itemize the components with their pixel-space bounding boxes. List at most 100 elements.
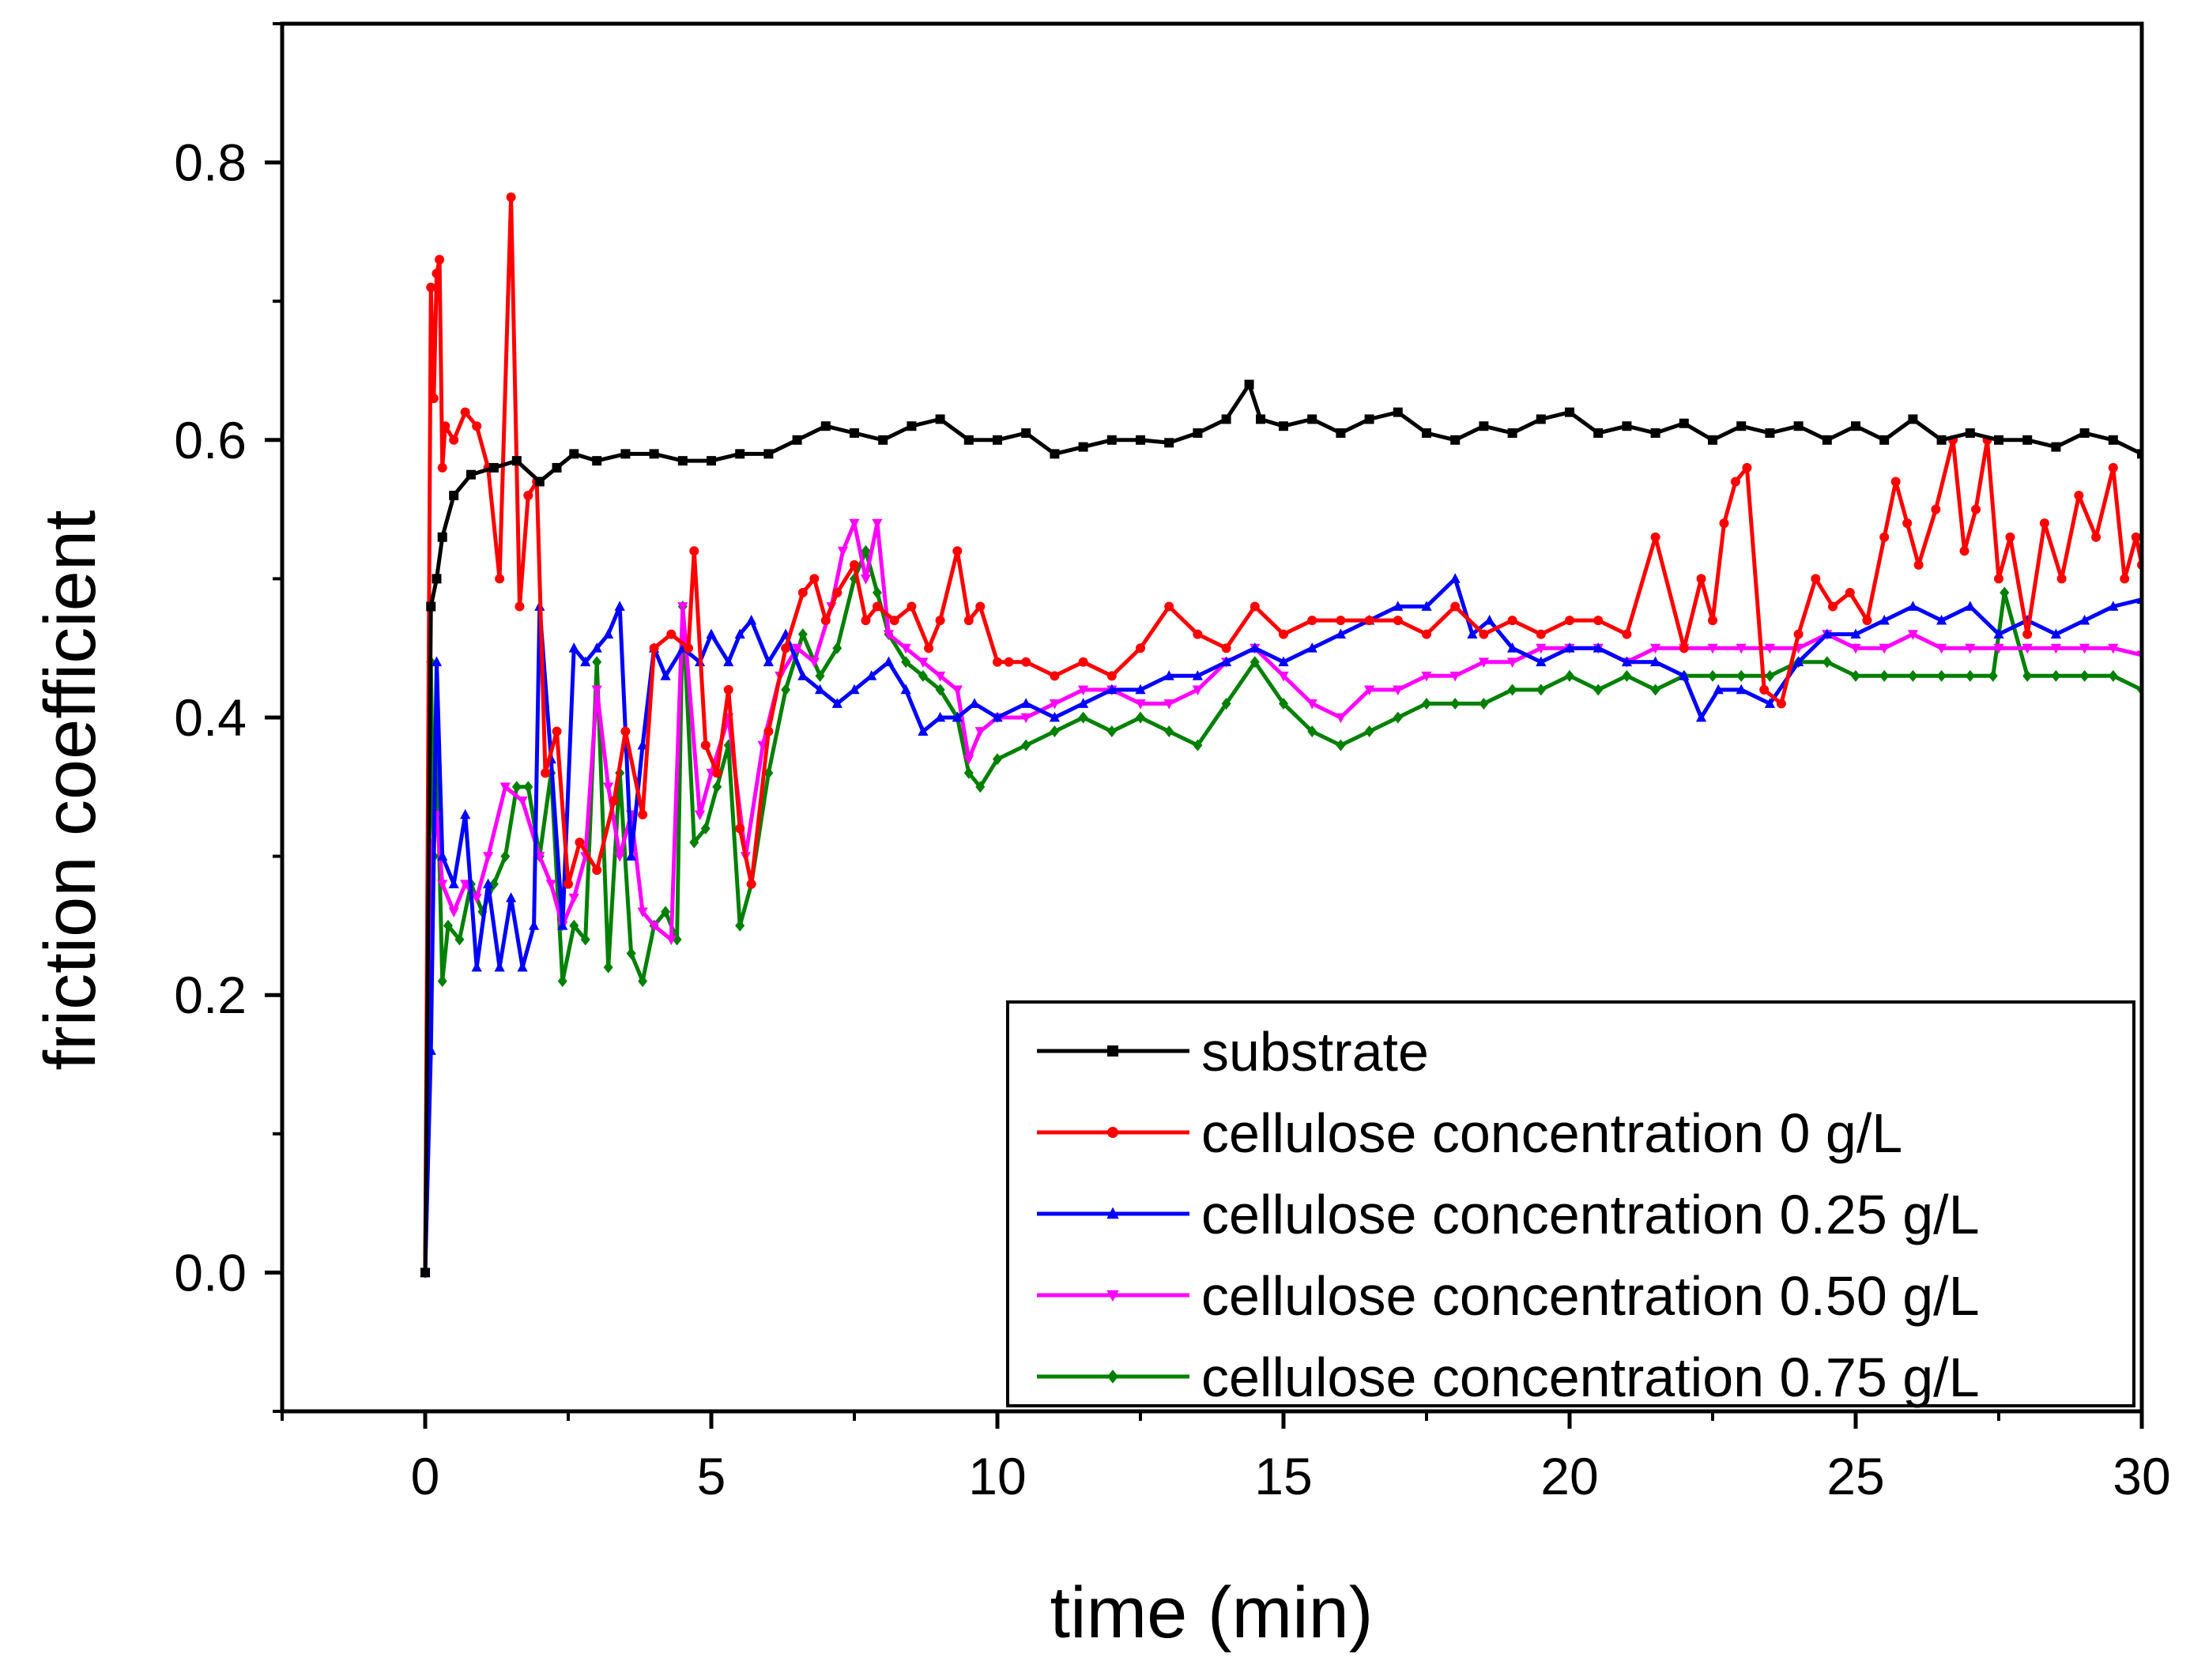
- data-point: [1936, 614, 1947, 625]
- data-point: [1050, 449, 1060, 459]
- data-point: [1593, 428, 1604, 439]
- data-point: [431, 656, 443, 667]
- legend-swatch-marker: [1107, 1369, 1118, 1384]
- data-point: [426, 282, 436, 292]
- data-point: [723, 656, 734, 667]
- data-point: [735, 449, 745, 459]
- data-point: [437, 850, 448, 861]
- data-point: [993, 657, 1002, 667]
- data-point: [1135, 699, 1146, 710]
- data-point: [1650, 656, 1661, 667]
- data-point: [620, 449, 631, 459]
- data-point: [1679, 643, 1689, 654]
- data-point: [591, 685, 602, 696]
- data-point: [1050, 725, 1060, 738]
- data-point: [1622, 669, 1632, 682]
- data-point: [1450, 435, 1461, 445]
- data-point: [889, 616, 899, 626]
- data-point: [935, 671, 946, 682]
- data-point: [1049, 711, 1060, 722]
- data-point: [1279, 697, 1288, 710]
- data-point: [1479, 629, 1489, 639]
- data-point: [1936, 435, 1947, 445]
- data-point: [638, 809, 648, 819]
- data-point: [837, 546, 849, 557]
- data-point: [511, 781, 522, 793]
- data-point: [1393, 711, 1403, 724]
- data-point: [1250, 656, 1260, 669]
- data-point: [1364, 685, 1375, 696]
- data-point: [649, 449, 659, 459]
- data-point: [677, 602, 688, 612]
- data-point: [1764, 643, 1775, 654]
- data-point: [993, 753, 1002, 766]
- data-point: [677, 456, 688, 466]
- x-axis-title: time (min): [1050, 1573, 1374, 1653]
- data-point: [626, 947, 636, 960]
- data-point: [1907, 630, 1918, 640]
- data-point: [1679, 670, 1690, 680]
- data-point: [488, 462, 499, 473]
- data-point: [1695, 711, 1707, 722]
- data-point: [454, 933, 465, 946]
- series-1: [420, 379, 2142, 1278]
- data-point: [506, 892, 517, 902]
- data-point: [1221, 643, 1231, 654]
- data-point: [1679, 418, 1689, 428]
- data-point: [975, 601, 986, 612]
- data-point: [614, 601, 625, 611]
- data-point: [1136, 435, 1145, 445]
- legend-swatch-marker: [1107, 1127, 1118, 1138]
- data-point: [1221, 656, 1232, 667]
- legend-entry: substrate: [1037, 1021, 1429, 1083]
- data-point: [746, 614, 757, 625]
- data-point: [1106, 725, 1117, 738]
- data-point: [666, 629, 677, 639]
- data-point: [1908, 669, 1918, 682]
- data-point: [1822, 628, 1833, 639]
- data-point: [569, 919, 579, 932]
- data-point: [993, 435, 1002, 445]
- data-point: [2051, 669, 2061, 682]
- data-point: [935, 711, 946, 722]
- data-point: [849, 518, 860, 529]
- data-point: [541, 768, 551, 778]
- legend-swatch-marker: [1106, 1207, 1119, 1219]
- data-point: [1736, 684, 1747, 695]
- data-point: [1193, 629, 1203, 639]
- data-point: [437, 462, 447, 473]
- data-point: [592, 456, 602, 466]
- data-point: [1364, 616, 1374, 626]
- data-point: [449, 491, 459, 501]
- data-point: [626, 850, 637, 861]
- data-point: [1593, 642, 1604, 653]
- data-point: [591, 642, 602, 653]
- data-point: [2039, 518, 2049, 529]
- plot-frame: [280, 21, 2144, 1414]
- data-point: [483, 878, 494, 889]
- data-point: [1306, 699, 1317, 710]
- data-point: [1965, 643, 1976, 654]
- data-point: [1879, 532, 1890, 542]
- data-point: [1759, 684, 1770, 695]
- data-point: [614, 852, 625, 862]
- data-point: [665, 935, 677, 946]
- data-point: [1822, 656, 1832, 669]
- data-point: [1593, 684, 1604, 696]
- data-point: [637, 907, 648, 918]
- data-point: [1536, 684, 1546, 696]
- data-point: [1564, 642, 1575, 653]
- data-point: [1736, 643, 1747, 654]
- data-point: [1421, 601, 1432, 611]
- data-point: [1851, 669, 1860, 682]
- data-point: [1850, 628, 1861, 639]
- data-point: [1536, 414, 1546, 424]
- data-point: [443, 919, 453, 932]
- series-line: [423, 521, 2142, 1273]
- data-point: [557, 975, 567, 988]
- data-point: [1478, 657, 1489, 668]
- data-point: [1845, 587, 1855, 597]
- data-point: [552, 462, 562, 473]
- data-point: [1994, 574, 2003, 584]
- data-point: [432, 574, 442, 584]
